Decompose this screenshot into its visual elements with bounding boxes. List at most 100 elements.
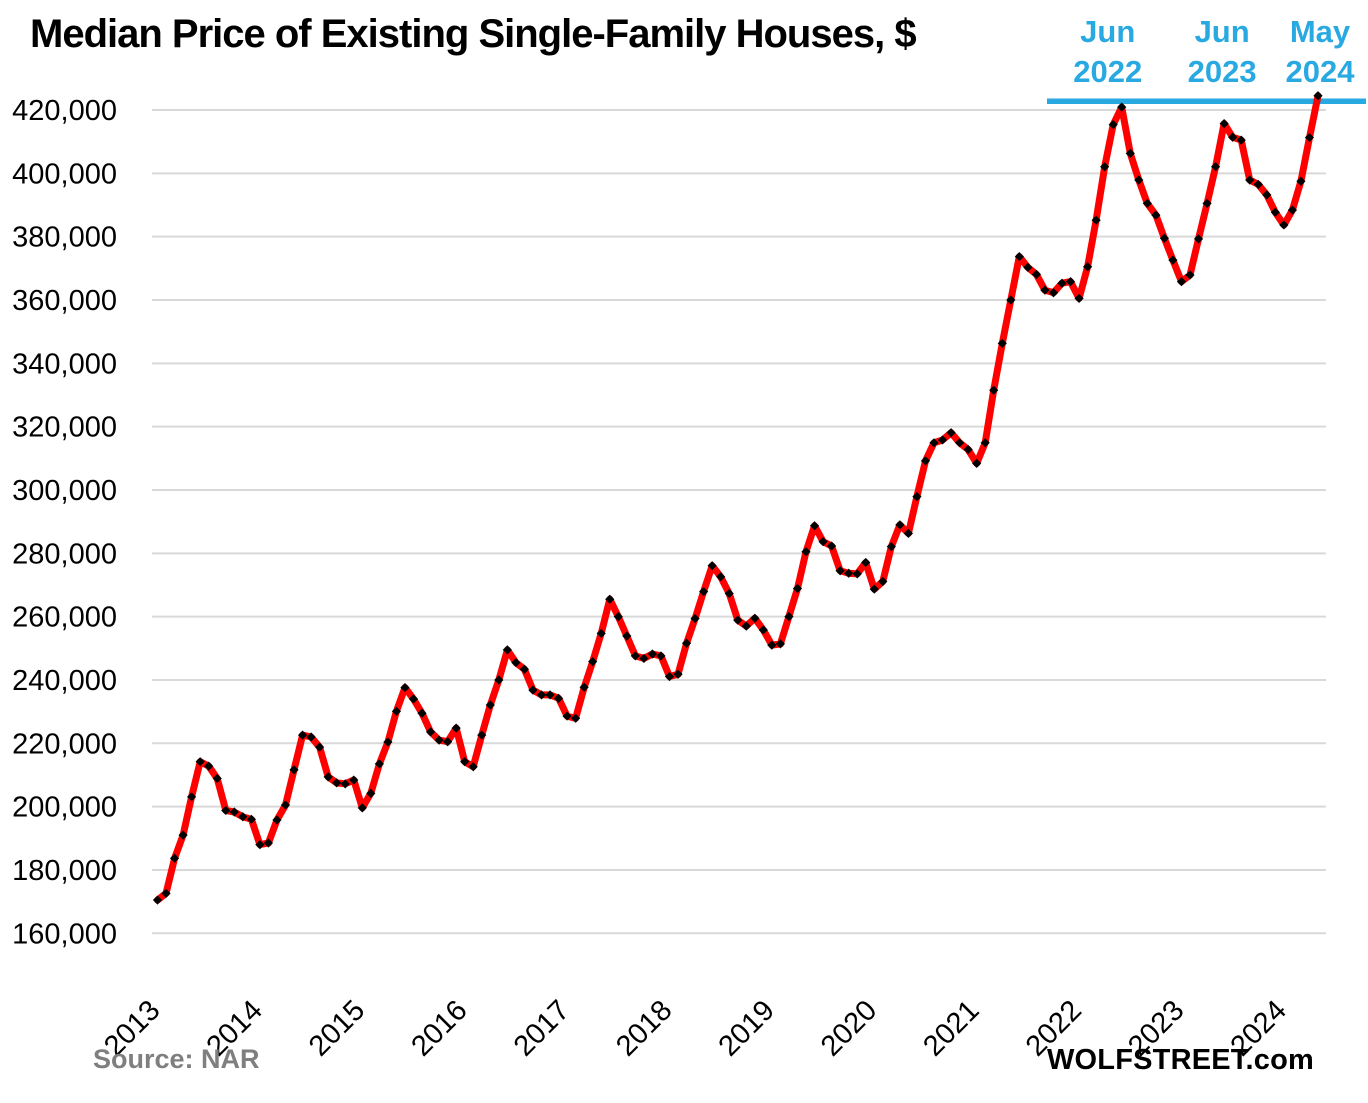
data-point-marker [1100,162,1110,172]
data-point-marker [451,723,461,733]
data-point-marker [434,735,444,745]
data-point-marker [690,613,700,624]
data-point-marker [895,520,905,530]
data-point-marker [332,778,342,788]
x-tick-label: 2015 [303,994,371,1062]
data-point-marker [255,840,265,850]
data-point-marker [630,651,640,661]
annotation-jun-2022: Jun 2022 [1043,12,1173,92]
data-point-marker [912,492,922,502]
data-point-marker [502,645,512,655]
annotation-year-label: 2022 [1073,54,1143,89]
data-point-marker [280,800,291,810]
data-point-marker [1151,210,1161,220]
y-tick-label: 160,000 [12,918,117,950]
data-point-marker [178,830,188,840]
data-point-marker [1006,295,1016,305]
data-point-marker [733,615,743,625]
x-tick-label: 2016 [405,994,473,1062]
data-point-marker [972,458,982,468]
data-point-marker [1159,233,1170,243]
y-tick-label: 300,000 [12,475,117,507]
annotation-may-2024: May 2024 [1255,12,1368,92]
data-point-marker [1279,220,1289,230]
data-point-marker [1245,175,1255,185]
data-point-marker [1270,207,1280,217]
data-point-marker [1228,132,1238,142]
y-tick-label: 220,000 [12,728,117,760]
data-point-marker [1091,215,1101,225]
annotation-jun-2023: Jun 2023 [1157,12,1287,92]
data-point-marker [809,521,820,531]
data-point-marker [1065,277,1076,287]
data-point-marker [758,625,768,635]
data-point-marker [1193,234,1204,244]
data-point-marker [741,621,751,631]
data-point-marker [460,757,470,767]
data-point-marker [767,640,777,650]
data-point-marker [1134,175,1144,185]
data-point-marker [775,639,786,649]
data-point-marker [886,542,896,552]
x-tick-label: 2017 [508,994,576,1062]
x-tick-label: 2018 [610,994,678,1062]
data-point-marker [844,568,854,578]
data-point-marker [1023,262,1033,272]
data-point-marker [443,737,453,747]
data-point-marker [212,773,222,784]
data-point-marker [1125,148,1135,158]
data-point-marker [861,557,871,568]
data-point-marker [716,572,726,582]
data-point-marker [827,541,837,551]
data-point-marker [571,713,581,723]
data-point-marker [289,765,299,775]
data-point-marker [1031,269,1042,279]
data-point-marker [963,444,973,455]
data-point-marker [937,435,948,445]
data-point-marker [588,657,598,667]
data-point-marker [468,762,478,772]
data-point-marker [955,438,965,448]
y-tick-label: 340,000 [12,348,117,380]
data-point-marker [238,812,248,822]
data-point-marker [605,594,615,604]
data-point-marker [536,690,547,700]
data-point-marker [647,649,658,659]
data-point-marker [272,815,282,825]
data-point-marker [152,895,163,905]
y-tick-label: 420,000 [12,95,117,127]
price-line [154,92,1322,904]
data-point-marker [417,708,427,718]
data-point-marker [664,671,675,682]
data-point-marker [297,730,308,740]
data-point-marker [425,727,436,737]
data-point-marker [1304,132,1315,143]
y-tick-label: 400,000 [12,158,117,190]
x-tick-label: 2021 [917,994,985,1062]
data-point-marker [477,730,487,740]
y-tick-label: 360,000 [12,285,117,317]
data-point-marker [169,853,180,863]
data-point-marker [929,438,939,448]
data-point-marker [1048,288,1059,298]
data-point-marker [656,651,666,661]
data-point-marker [1219,119,1229,129]
data-point-marker [562,711,572,721]
data-point-marker [1211,162,1221,172]
data-point-marker [229,807,239,817]
data-point-marker [221,805,231,816]
annotation-month-label: Jun [1080,14,1136,49]
data-point-marker [246,814,256,824]
annotation-year-label: 2023 [1187,54,1257,89]
data-point-marker [1057,278,1067,288]
data-point-marker [187,792,197,802]
annotation-month-label: May [1289,14,1351,49]
y-tick-label: 200,000 [12,792,117,824]
x-tick-label: 2020 [815,994,883,1062]
data-point-marker [161,888,171,899]
data-point-marker [622,631,632,641]
data-point-marker [315,742,325,752]
data-point-marker [579,682,589,692]
